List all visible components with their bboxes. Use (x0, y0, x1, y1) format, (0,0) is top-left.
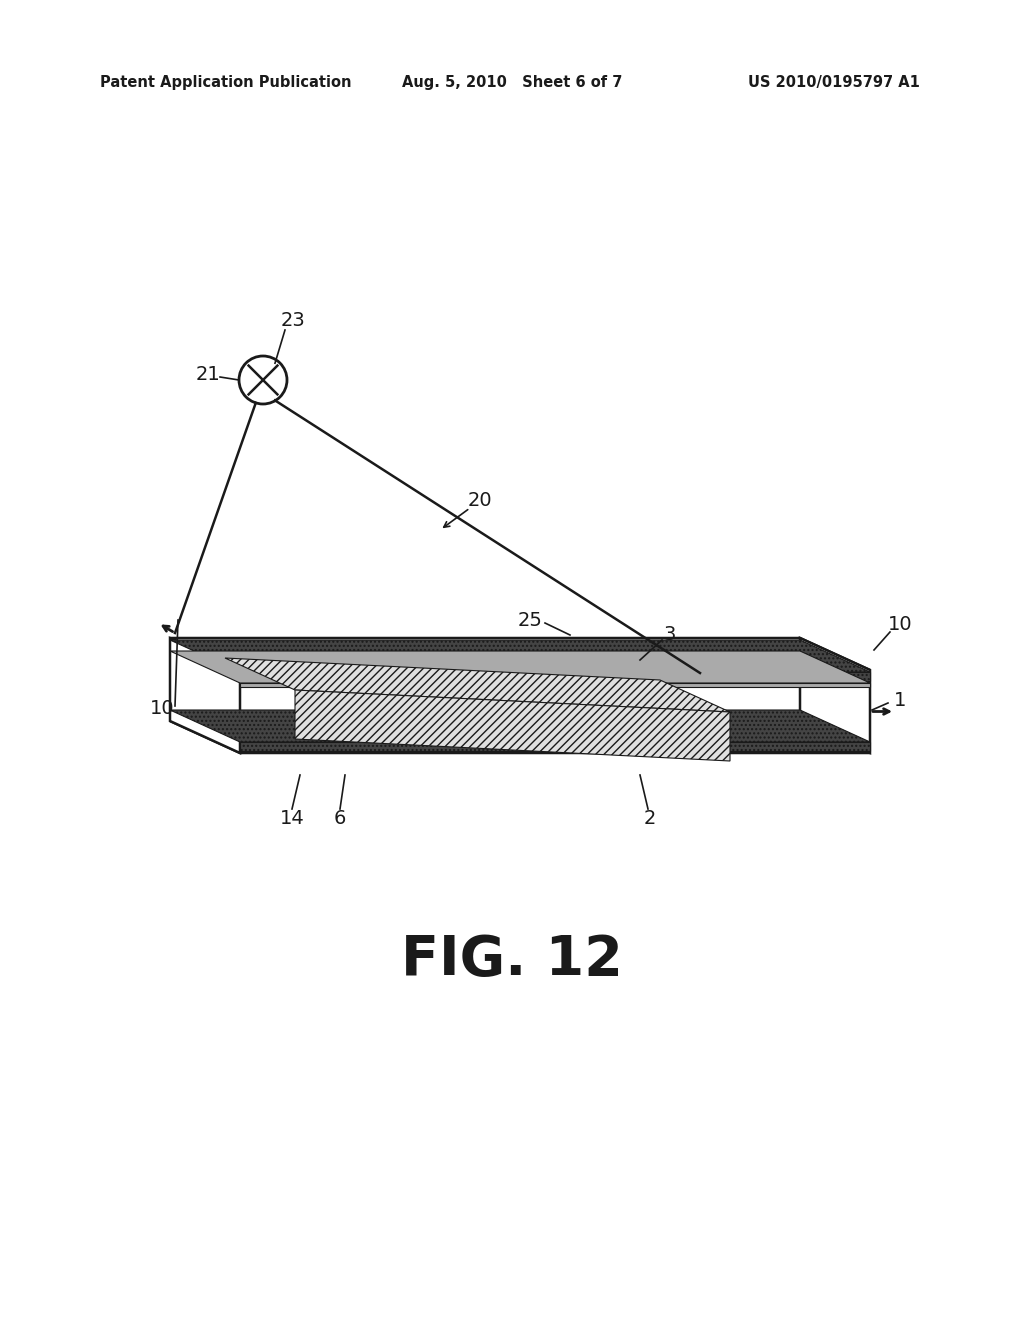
Text: 1: 1 (894, 690, 906, 710)
Polygon shape (170, 651, 870, 682)
Text: Patent Application Publication: Patent Application Publication (100, 74, 351, 90)
Polygon shape (170, 721, 870, 752)
Text: 25: 25 (517, 610, 543, 630)
Polygon shape (240, 682, 870, 686)
Text: FIG. 12: FIG. 12 (401, 933, 623, 987)
Polygon shape (800, 638, 870, 752)
Polygon shape (170, 640, 870, 672)
Text: 2: 2 (644, 808, 656, 828)
Text: 14: 14 (280, 808, 304, 828)
Text: 10: 10 (150, 698, 174, 718)
Text: 6: 6 (334, 808, 346, 828)
Text: 23: 23 (281, 310, 305, 330)
Text: 10: 10 (888, 615, 912, 635)
Polygon shape (240, 672, 870, 681)
Text: Aug. 5, 2010   Sheet 6 of 7: Aug. 5, 2010 Sheet 6 of 7 (401, 74, 623, 90)
Polygon shape (170, 638, 240, 752)
Text: 20: 20 (468, 491, 493, 510)
Polygon shape (170, 638, 870, 671)
Polygon shape (295, 690, 730, 762)
Text: 21: 21 (196, 366, 220, 384)
Polygon shape (170, 710, 870, 742)
Polygon shape (225, 657, 730, 711)
Text: US 2010/0195797 A1: US 2010/0195797 A1 (749, 74, 920, 90)
Polygon shape (240, 742, 870, 751)
Text: 3: 3 (664, 626, 676, 644)
